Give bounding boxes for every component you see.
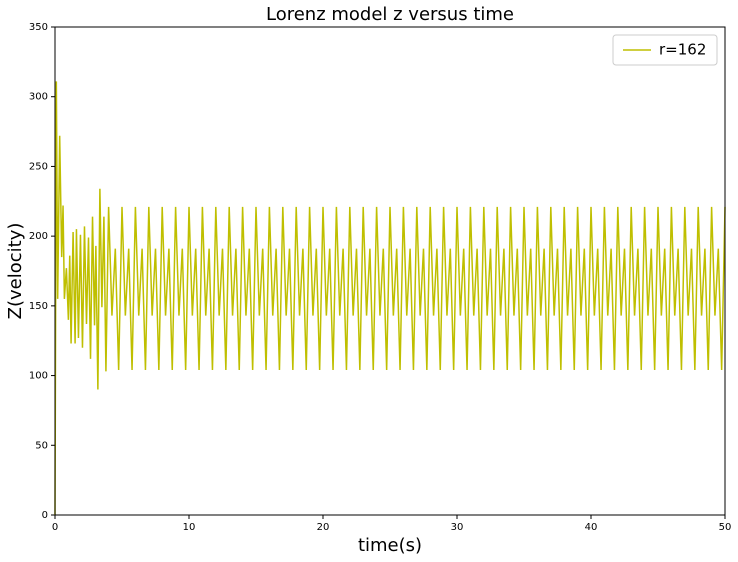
y-tick-label: 50 bbox=[35, 440, 48, 451]
y-tick-label: 150 bbox=[29, 301, 48, 312]
legend-box bbox=[612, 34, 718, 66]
y-tick-label: 100 bbox=[29, 371, 48, 382]
x-axis-label: time(s) bbox=[358, 535, 422, 556]
y-tick-label: 0 bbox=[42, 510, 48, 521]
x-tick-label: 20 bbox=[317, 522, 330, 533]
chart-title: Lorenz model z versus time bbox=[266, 4, 514, 25]
x-tick-label: 0 bbox=[52, 522, 58, 533]
plot-frame bbox=[54, 26, 726, 516]
y-tick-label: 300 bbox=[29, 92, 48, 103]
x-tick-label: 10 bbox=[183, 522, 196, 533]
legend-label: r=162 bbox=[659, 41, 706, 59]
series-line bbox=[54, 81, 726, 516]
x-tick-label: 30 bbox=[451, 522, 464, 533]
y-tick-label: 200 bbox=[29, 231, 48, 242]
y-axis-label: Z(velocity) bbox=[5, 223, 26, 320]
x-tick-label: 40 bbox=[585, 522, 598, 533]
y-tick-label: 250 bbox=[29, 161, 48, 172]
x-tick-label: 50 bbox=[719, 522, 732, 533]
y-tick-label: 350 bbox=[29, 22, 48, 33]
